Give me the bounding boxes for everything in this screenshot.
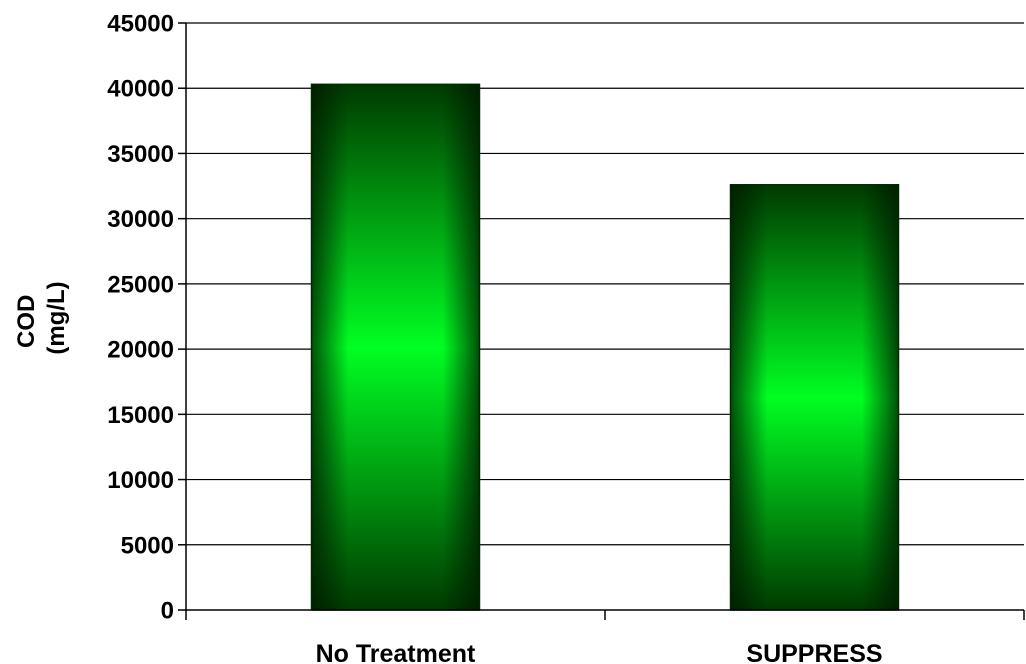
y-axis-title-line-1: COD	[13, 295, 40, 348]
y-tick-label-0: 0	[161, 598, 174, 625]
y-tick-label-5000: 5000	[121, 532, 174, 559]
x-tick-label-1: No Treatment	[316, 640, 476, 664]
y-tick-label-15000: 15000	[107, 402, 174, 429]
y-axis-title: COD (mg/L)	[13, 281, 70, 354]
y-axis-title-line-2: (mg/L)	[43, 281, 70, 354]
bar-2-shade	[730, 184, 899, 611]
x-tick-label-2: SUPPRESS	[746, 640, 882, 664]
bar-1-shade	[311, 84, 480, 610]
y-tick-label-10000: 10000	[107, 467, 174, 494]
y-tick-label-35000: 35000	[107, 141, 174, 168]
x-tick-labels: No Treatment SUPPRESS	[316, 640, 883, 664]
y-tick-label-45000: 45000	[107, 11, 174, 38]
y-tick-label-40000: 40000	[107, 76, 174, 103]
bars	[310, 83, 900, 611]
axes	[178, 22, 1025, 620]
y-tick-labels: 0 5000 10000 15000 20000 25000 30000 35000 40000…	[107, 11, 174, 625]
y-tick-label-25000: 25000	[107, 271, 174, 298]
y-tick-label-20000: 20000	[107, 337, 174, 364]
y-tick-label-30000: 30000	[107, 206, 174, 233]
